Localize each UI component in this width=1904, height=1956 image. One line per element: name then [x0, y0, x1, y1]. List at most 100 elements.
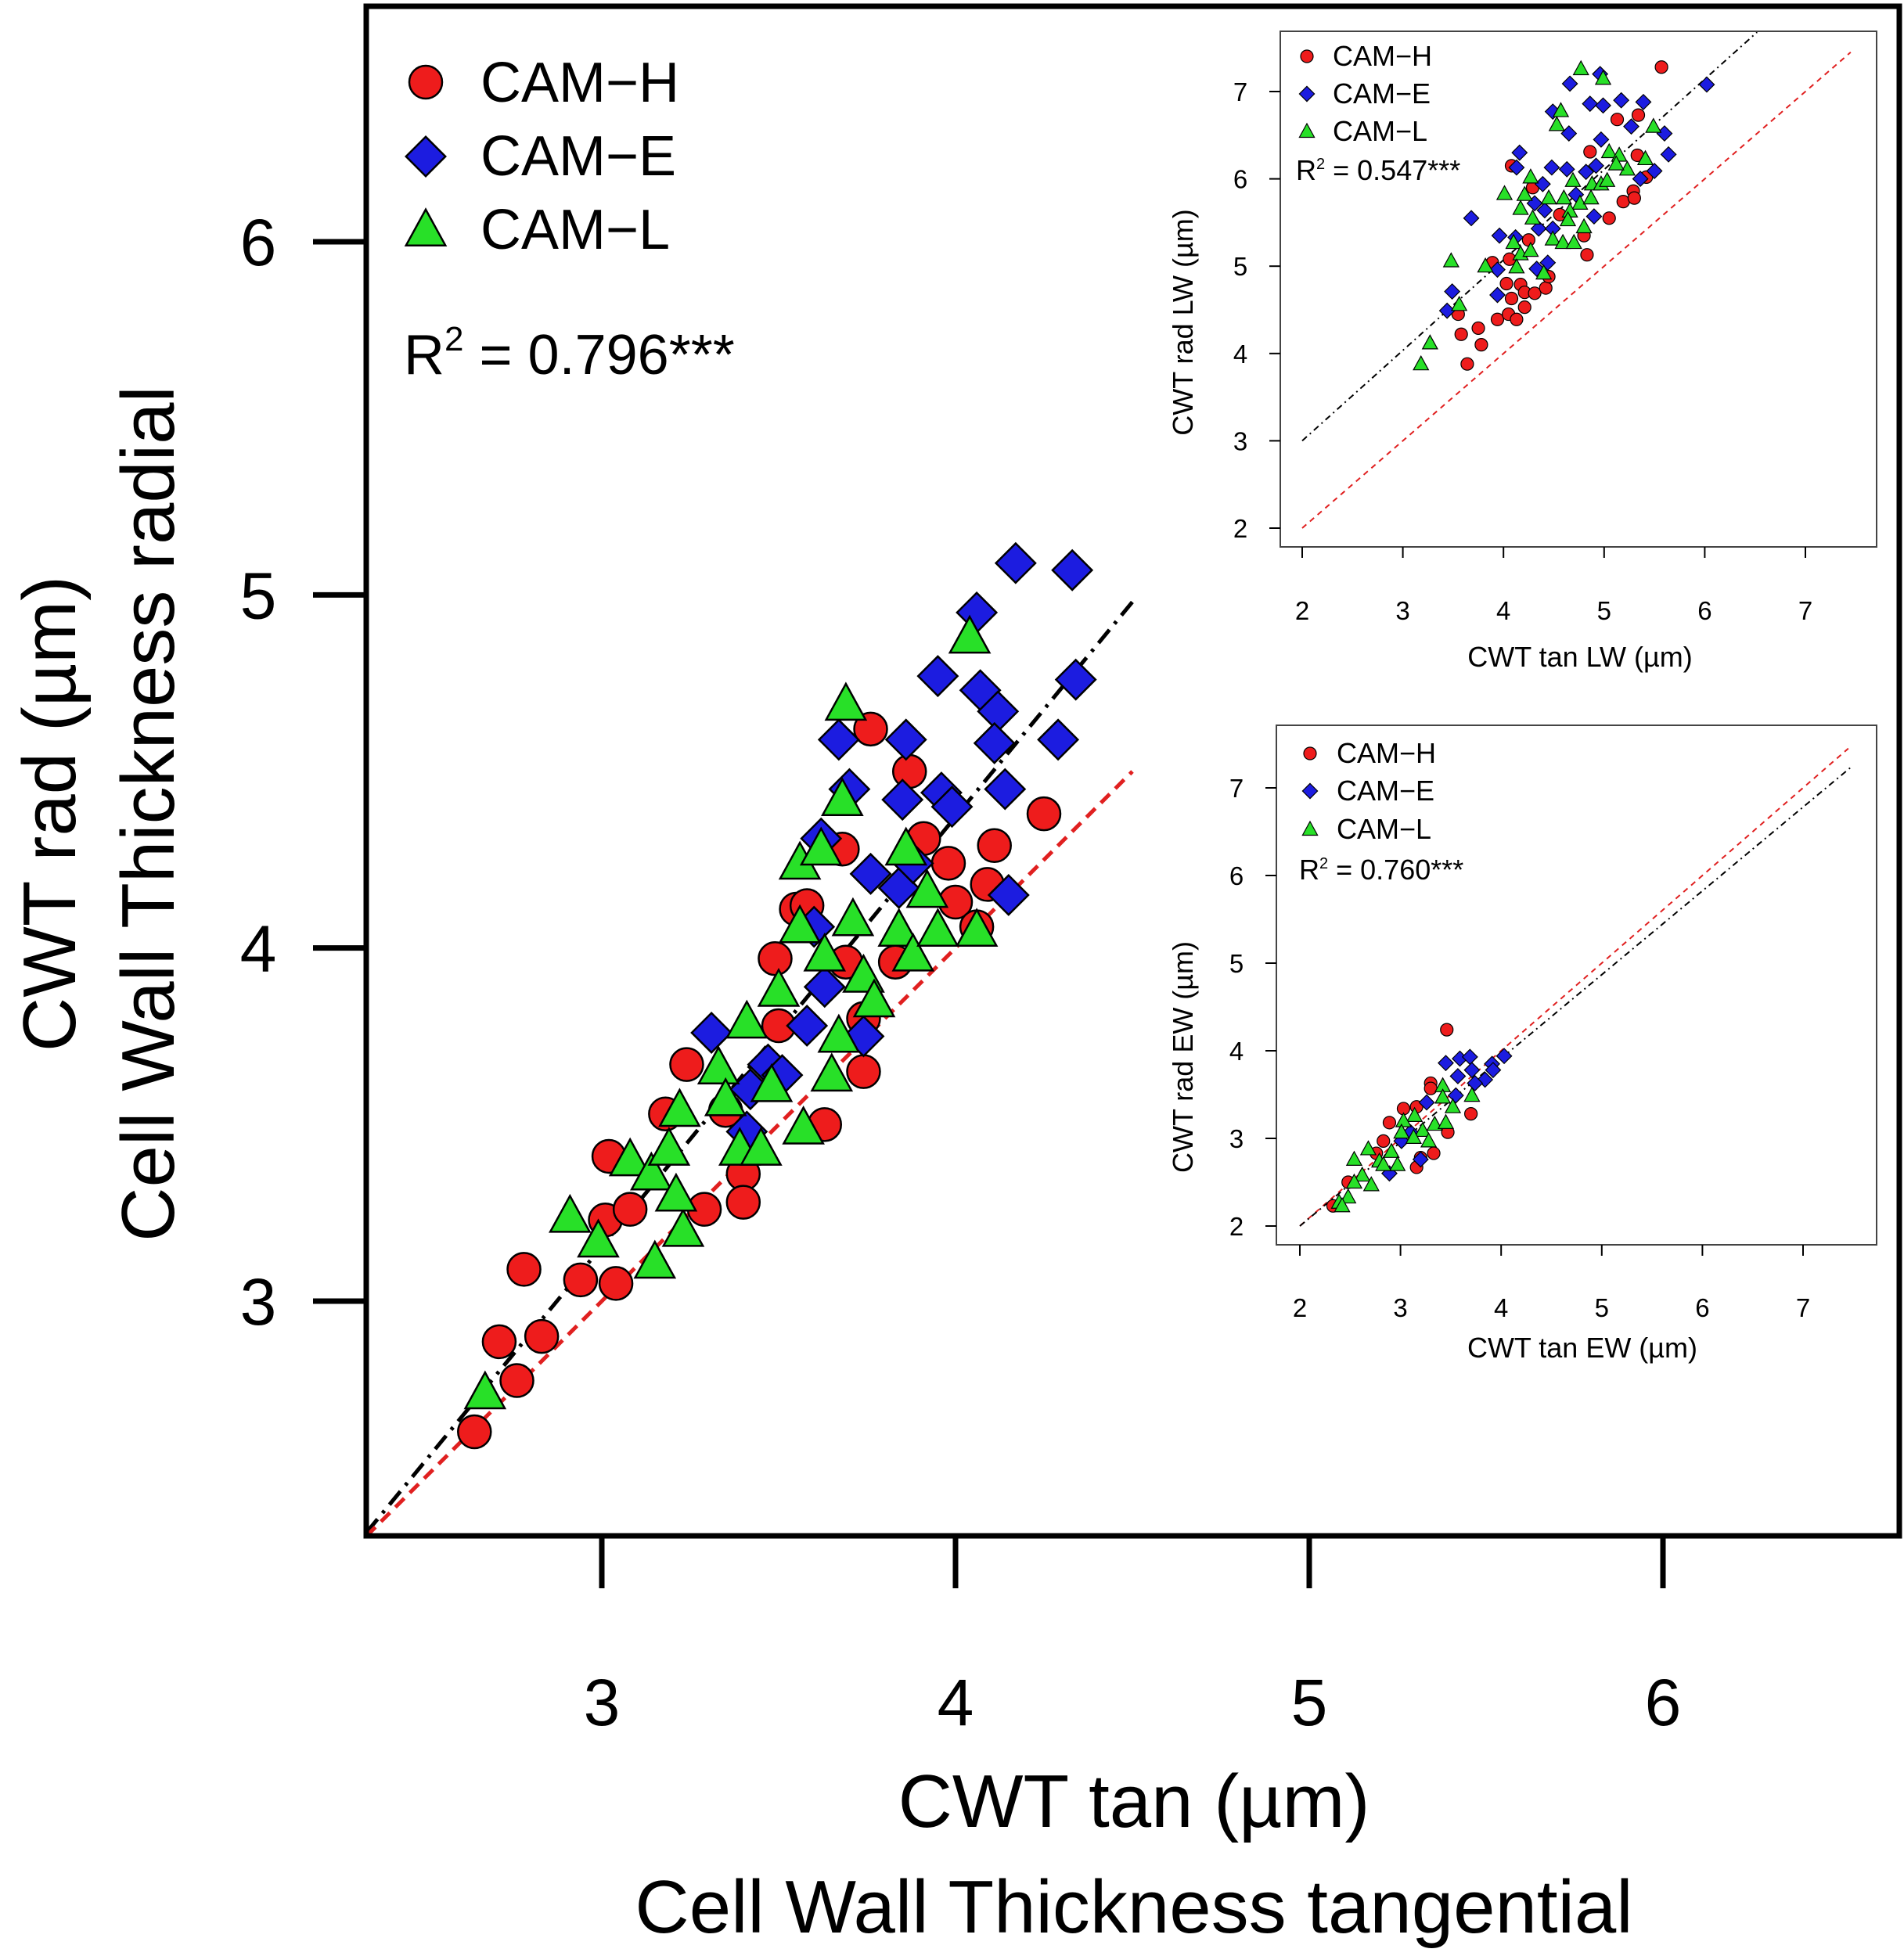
- r2-value: = 0.547***: [1325, 154, 1460, 186]
- x-tick-label: 3: [1395, 596, 1409, 625]
- x-tick-label: 5: [1291, 1666, 1328, 1739]
- r2-symbol: R: [404, 324, 445, 387]
- point-cam-l: [1524, 209, 1542, 225]
- point-cam-l: [1522, 241, 1539, 257]
- point-cam-h: [1424, 1081, 1438, 1095]
- point-cam-l: [1334, 1196, 1351, 1213]
- point-cam-l: [463, 1370, 507, 1410]
- point-cam-e: [1485, 1062, 1502, 1079]
- point-cam-h: [853, 711, 888, 747]
- point-cam-h: [1539, 281, 1553, 295]
- point-cam-e: [1467, 1074, 1484, 1091]
- point-cam-h: [1528, 286, 1542, 300]
- y-tick-label: 2: [1229, 1212, 1244, 1241]
- point-cam-l: [1414, 1121, 1431, 1138]
- point-cam-e: [1528, 261, 1546, 277]
- point-cam-l: [1359, 1140, 1377, 1156]
- point-cam-l: [577, 1218, 620, 1258]
- latewood-marks: [1301, 31, 1852, 529]
- point-cam-l: [877, 908, 920, 947]
- point-cam-e: [1463, 1062, 1481, 1079]
- point-cam-e: [786, 1004, 829, 1047]
- point-cam-e: [1477, 1071, 1494, 1088]
- point-cam-h: [1454, 327, 1468, 341]
- ew-plot-area: [1299, 747, 1852, 1227]
- point-cam-e: [1558, 160, 1575, 178]
- latewood-r-squared: R2 = 0.547***: [1296, 154, 1460, 186]
- point-cam-l: [884, 826, 928, 866]
- point-cam-e: [849, 852, 892, 895]
- point-cam-l: [1572, 59, 1589, 76]
- point-cam-l: [1451, 296, 1468, 311]
- point-cam-e: [1635, 93, 1652, 110]
- point-cam-e: [1495, 1048, 1513, 1065]
- main-plot-area: [366, 541, 1134, 1536]
- legend-marker-cam-h-icon: [1303, 746, 1317, 760]
- ew-legend-cam-l: CAM−L: [1337, 813, 1431, 845]
- y-tick-label: 2: [1233, 514, 1247, 543]
- x-tick-label: 7: [1798, 596, 1812, 625]
- point-cam-e: [1588, 157, 1604, 174]
- x-tick-label: 6: [1697, 596, 1711, 625]
- point-cam-l: [629, 1151, 673, 1191]
- point-cam-h: [499, 1363, 534, 1398]
- point-cam-e: [1054, 658, 1097, 701]
- point-cam-e: [1578, 164, 1595, 181]
- main-x-label: CWT tan (µm): [898, 1760, 1370, 1843]
- main-plot: 3 4 5 6 3 4 5 6 CWT tan (µm) Cell Wall Thicknes…: [8, 3, 1902, 1949]
- latewood-legend: CAM−H CAM−E CAM−L: [1298, 40, 1432, 147]
- legend-marker-cam-h-icon: [1300, 49, 1314, 63]
- point-cam-l: [654, 1172, 698, 1212]
- point-cam-l: [1444, 1098, 1462, 1113]
- lw-plot-area: [1301, 31, 1852, 529]
- point-cam-l: [1362, 1176, 1380, 1192]
- point-cam-e: [1593, 131, 1610, 148]
- legend-marker-cam-l-icon: [1298, 122, 1316, 138]
- point-cam-e: [817, 718, 860, 761]
- point-cam-e: [1623, 118, 1639, 135]
- point-cam-l: [1508, 258, 1525, 274]
- point-cam-e: [984, 768, 1027, 811]
- point-cam-l: [1575, 218, 1593, 234]
- point-cam-h: [1499, 276, 1513, 291]
- main-y-label: CWT rad (µm): [8, 576, 92, 1052]
- point-cam-l: [817, 1013, 861, 1053]
- point-cam-h: [891, 753, 927, 789]
- point-cam-l: [1393, 1123, 1410, 1139]
- point-cam-l: [696, 1045, 740, 1085]
- point-cam-l: [852, 978, 896, 1018]
- point-cam-l: [1548, 116, 1565, 131]
- point-cam-l: [1600, 142, 1618, 159]
- point-cam-h: [846, 1054, 881, 1089]
- inset-latewood: 2 3 4 5 6 7 2 3 4 5 6 7 CWT tan LW (µm) CWT rad LW …: [1167, 31, 1877, 673]
- legend-marker-cam-e-icon: [1301, 782, 1319, 800]
- point-cam-l: [1434, 1088, 1452, 1104]
- x-tick-label: 6: [1645, 1666, 1682, 1739]
- legend-label-cam-l: CAM−L: [480, 199, 670, 261]
- y-tick-label: 7: [1233, 77, 1247, 106]
- point-cam-e: [1660, 146, 1677, 163]
- point-cam-h: [457, 1414, 492, 1450]
- point-cam-e: [1438, 1055, 1454, 1072]
- point-cam-l: [549, 1193, 592, 1233]
- point-cam-e: [1582, 95, 1599, 113]
- point-cam-h: [1474, 338, 1488, 352]
- point-cam-l: [891, 932, 935, 972]
- main-x-label-2: Cell Wall Thickness tangential: [635, 1865, 1632, 1949]
- main-ticks: 3 4 5 6 3 4 5 6: [240, 206, 1682, 1739]
- regression-line: [1299, 767, 1852, 1227]
- point-cam-l: [810, 1052, 854, 1092]
- earlywood-y-label: CWT rad EW (µm): [1167, 941, 1199, 1173]
- x-tick-label: 5: [1597, 596, 1611, 625]
- y-tick-label: 3: [240, 1265, 277, 1339]
- y-tick-label: 4: [1233, 340, 1247, 369]
- y-tick-label: 5: [1229, 949, 1244, 978]
- point-cam-h: [1583, 145, 1597, 159]
- y-tick-label: 4: [1229, 1037, 1244, 1066]
- lw-legend-cam-h: CAM−H: [1333, 40, 1432, 72]
- lw-legend-cam-e: CAM−E: [1333, 77, 1431, 110]
- point-cam-h: [1471, 321, 1485, 336]
- point-cam-l: [1555, 189, 1572, 205]
- point-cam-h: [1382, 1116, 1397, 1130]
